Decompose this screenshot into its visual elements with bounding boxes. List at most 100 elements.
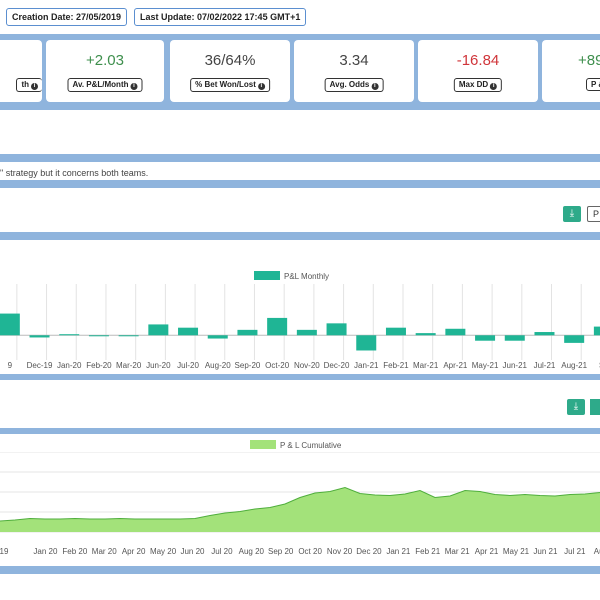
stat-card-avg-odds: 3.34 Avg. Odds i [294,40,414,102]
x-tick-label: Oct-20 [265,361,290,370]
x-tick-label: Dec 20 [356,547,382,556]
x-tick-label: Mar 20 [92,547,117,556]
p-button[interactable]: P [587,206,600,222]
bar-Jan-21 [356,335,377,351]
x-tick-label: Feb 21 [415,547,440,556]
x-tick-label: Jun 20 [180,547,205,556]
x-tick-label: Jan 20 [33,547,58,556]
x-tick-label: Se [599,361,600,370]
download-icon: ⤓ [573,401,579,412]
stat-value: 36/64% [204,52,256,69]
bar-Aug-21 [564,335,585,343]
x-tick-label: Aug 2 [594,547,600,556]
strategy-description: " strategy but it concerns both teams. [0,168,149,178]
stat-label: Max DD i [453,78,503,92]
x-tick-label: Aug-21 [561,361,587,370]
x-tick-label: Sep-20 [235,361,261,370]
bar-Dec-19 [29,335,50,338]
section-divider [0,232,600,240]
last-update-badge: Last Update: 07/02/2022 17:45 GMT+1 [134,8,307,26]
legend-swatch [254,271,280,280]
legend-swatch [250,440,276,449]
x-tick-label: Jan 21 [386,547,411,556]
x-tick-label: 9 [8,361,13,370]
area-fill [0,487,600,532]
stat-label: P & [586,78,600,91]
x-tick-label: Aug-20 [205,361,231,370]
x-tick-label: Jun 21 [533,547,558,556]
x-tick-label: 19 [0,547,9,556]
stat-label: th i [16,78,42,92]
stat-card-total-pl: +89 P & [542,40,600,102]
x-tick-label: Apr-21 [443,361,468,370]
bar-Mar-20 [118,335,139,337]
download-monthly-button[interactable]: ⤓ [563,206,581,222]
x-tick-label: Jan-21 [354,361,379,370]
x-tick-label: Jun-20 [146,361,171,370]
x-tick-label: May 20 [150,547,177,556]
x-tick-label: Apr 21 [475,547,499,556]
x-tick-label: Jul-20 [177,361,199,370]
cumulative-toolbar [0,380,600,428]
x-tick-label: Jul-21 [534,361,556,370]
bar-Aug-20 [207,335,228,339]
monthly-pl-chart: 9 Dec-19 Jan-20 Feb-20 Mar-20 Jun-20 Jul-20 Aug… [0,284,600,370]
area-line [0,486,600,522]
spacer-section [0,110,600,154]
more-options-button[interactable] [590,399,600,415]
section-divider [0,154,600,162]
x-tick-label: Mar-21 [413,361,439,370]
section-divider [0,428,600,434]
info-icon[interactable]: i [490,83,498,90]
info-icon[interactable]: i [371,83,379,90]
x-tick-label: Dec-20 [324,361,350,370]
x-tick-label: May 21 [503,547,530,556]
info-icon[interactable]: i [31,83,38,90]
x-tick-label: Jul 21 [564,547,586,556]
stat-label: Avg. Odds i [324,78,384,92]
bar-Jun-20 [148,324,169,336]
stat-label: Av. P&L/Month i [67,78,143,92]
description-row [0,162,600,180]
x-tick-label: Nov 20 [327,547,353,556]
x-tick-label: Oct 20 [298,547,322,556]
x-tick-label: Dec-19 [27,361,53,370]
bar-Oct-20 [267,317,288,336]
bar-May-21 [475,335,496,341]
x-tick-label: Mar 21 [445,547,470,556]
section-divider [0,180,600,188]
section-divider [0,374,600,380]
bar-Dec-20 [326,323,347,336]
stat-card-avg-pl: +2.03 Av. P&L/Month i [46,40,164,102]
x-tick-label: Jan-20 [57,361,82,370]
bar-Jun-21 [504,335,525,341]
monthly-chart-section [0,240,600,366]
stat-card-partial: th i [0,40,42,102]
info-icon[interactable]: i [257,83,265,90]
bar-Jul-21 [534,332,555,336]
bar-Apr-21 [445,328,466,336]
bar-Nov-20 [296,329,317,336]
bar-Sep-20 [237,329,258,336]
download-icon: ⤓ [569,208,575,219]
cumulative-pl-chart: 19 Jan 20 Feb 20 Mar 20 Apr 20 May 20 Jun 20 Ju… [0,452,600,556]
bar-Feb-21 [385,327,406,336]
bar-Jan-20 [59,334,80,336]
x-tick-label: Feb-20 [86,361,112,370]
info-icon[interactable]: i [130,83,138,90]
x-tick-label: Nov-20 [294,361,320,370]
x-tick-label: May-21 [472,361,499,370]
creation-date-badge: Creation Date: 27/05/2019 [6,8,128,26]
bar-Mar-21 [415,333,436,336]
stat-value: +2.03 [86,52,124,69]
x-tick-label: Sep 20 [268,547,294,556]
x-tick-label: Feb-21 [383,361,409,370]
stat-value: 3.34 [339,52,369,69]
cumulative-legend: P & L Cumulative [250,440,341,450]
section-divider [0,566,600,574]
download-cumulative-button[interactable]: ⤓ [567,399,585,415]
x-tick-label: Jul 20 [211,547,233,556]
bar-Feb-20 [88,335,109,337]
stat-value: +89 [578,52,600,69]
stat-card-max-dd: -16.84 Max DD i [418,40,538,102]
